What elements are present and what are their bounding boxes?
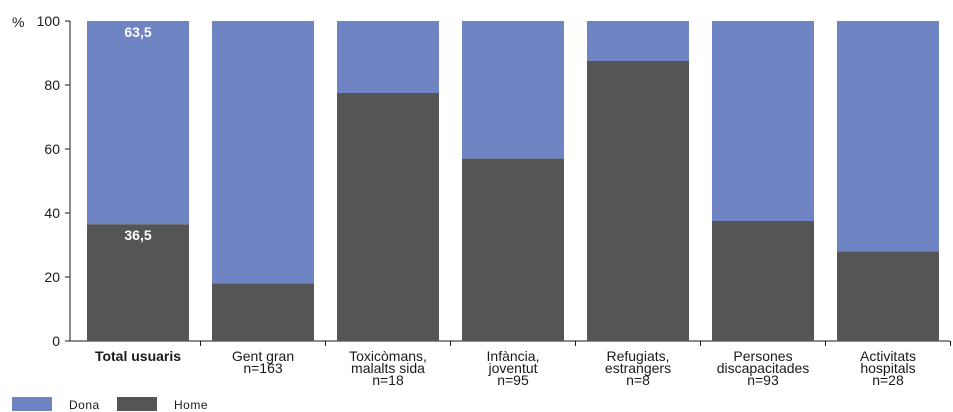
bar-dona — [212, 21, 314, 284]
y-axis-ticks: 0 20 40 60 80 100 — [37, 13, 70, 349]
x-category-label: Activitats — [860, 348, 916, 364]
x-category-label: Refugiats, — [606, 348, 669, 364]
x-category-label: Total usuaris — [95, 348, 181, 364]
x-category-label: malalts sida — [351, 360, 425, 376]
x-category-label: n=18 — [372, 372, 404, 388]
bar-home — [712, 221, 814, 341]
y-axis-unit-label: % — [12, 14, 24, 30]
x-category-label: n=28 — [872, 372, 904, 388]
data-labels-group: 63,5 36,5 — [124, 24, 151, 243]
y-tick-label: 60 — [44, 141, 60, 157]
bar-dona — [587, 21, 689, 61]
y-tick-label: 100 — [37, 13, 61, 29]
bar-dona — [337, 21, 439, 93]
bar-dona — [712, 21, 814, 221]
y-tick-label: 40 — [44, 205, 60, 221]
x-category-label: Infància, — [487, 348, 540, 364]
legend: Dona Home — [12, 397, 208, 412]
x-category-label: estrangers — [605, 360, 671, 376]
x-category-label: joventut — [487, 360, 537, 376]
x-category-label: Persones — [733, 348, 792, 364]
y-tick-label: 20 — [44, 269, 60, 285]
bar-home — [837, 251, 939, 341]
bars-group — [87, 21, 939, 341]
bar-dona — [462, 21, 564, 159]
data-label-home: 36,5 — [124, 227, 151, 243]
x-category-label: n=163 — [243, 360, 283, 376]
y-tick-label: 80 — [44, 77, 60, 93]
bar-home — [212, 283, 314, 341]
legend-swatch-home — [117, 397, 157, 411]
bar-dona — [87, 21, 189, 225]
legend-label-dona: Dona — [69, 398, 100, 412]
legend-swatch-dona — [12, 397, 52, 411]
x-category-label: n=8 — [626, 372, 650, 388]
x-category-label: Gent gran — [232, 348, 294, 364]
x-category-label: Toxicòmans, — [349, 348, 427, 364]
y-tick-label: 0 — [52, 333, 60, 349]
bar-home — [87, 224, 189, 341]
data-label-dona: 63,5 — [124, 24, 151, 40]
bar-dona — [837, 21, 939, 252]
bar-home — [587, 61, 689, 341]
bar-home — [462, 158, 564, 341]
x-category-label: n=93 — [747, 372, 779, 388]
x-category-label: hospitals — [860, 360, 915, 376]
x-category-label: discapacitades — [717, 360, 810, 376]
bar-home — [337, 93, 439, 341]
x-category-label: n=95 — [497, 372, 529, 388]
legend-label-home: Home — [174, 398, 208, 412]
